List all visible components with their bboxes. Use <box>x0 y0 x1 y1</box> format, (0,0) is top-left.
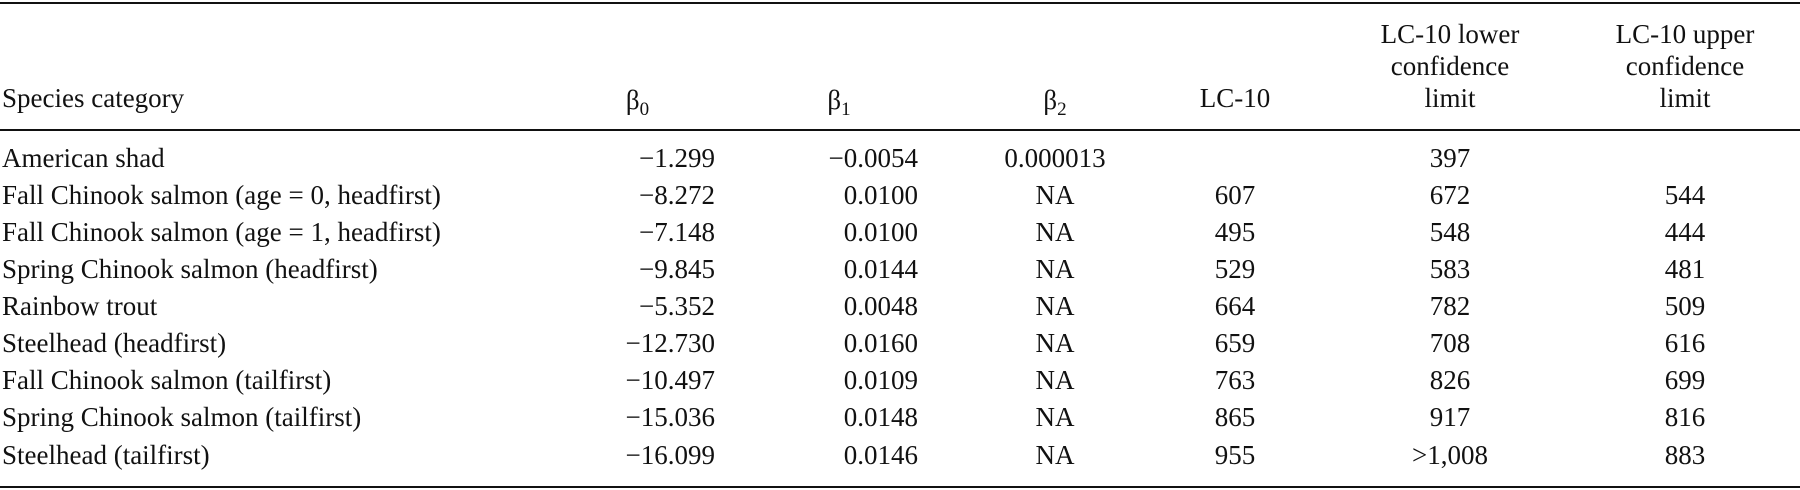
table-bottom-rule <box>0 486 1800 488</box>
cell-lc10-lower: >1,008 <box>1412 440 1488 470</box>
cell-beta0: −12.730 <box>625 328 715 358</box>
cell-lc10: 865 <box>1214 402 1256 432</box>
cell-species: Fall Chinook salmon (tailfirst) <box>2 365 332 395</box>
cell-lc10-upper: 481 <box>1664 254 1706 284</box>
cell-lc10-lower: 782 <box>1429 291 1471 321</box>
cell-lc10: 529 <box>1214 254 1256 284</box>
cell-beta0: −1.299 <box>639 143 715 173</box>
cell-beta0: −7.148 <box>639 217 715 247</box>
header-lc10-upper-line-3: limit <box>1659 83 1711 113</box>
cell-beta1: 0.0160 <box>843 328 918 358</box>
cell-species: Fall Chinook salmon (age = 0, headfirst) <box>2 180 441 210</box>
cell-lc10-upper: 509 <box>1664 291 1706 321</box>
header-lc10: LC-10 <box>1160 82 1310 114</box>
cell-lc10-lower: 672 <box>1429 180 1471 210</box>
cell-beta1: 0.0144 <box>843 254 918 284</box>
cell-beta1: 0.0148 <box>843 402 918 432</box>
cell-lc10: 955 <box>1214 440 1256 470</box>
cell-lc10-lower: 826 <box>1429 365 1471 395</box>
header-species: Species category <box>2 82 184 114</box>
cell-species: Steelhead (headfirst) <box>2 328 227 358</box>
header-lc10-upper-line-2: confidence <box>1625 51 1745 81</box>
table-top-rule <box>0 2 1800 4</box>
cell-beta0: −10.497 <box>625 365 715 395</box>
cell-species: Rainbow trout <box>2 291 158 321</box>
cell-lc10-upper: 816 <box>1664 402 1706 432</box>
cell-lc10-upper: 616 <box>1664 328 1706 358</box>
header-beta1: β1 <box>760 84 918 126</box>
cell-beta0: −15.036 <box>625 402 715 432</box>
cell-lc10-lower: 917 <box>1429 402 1471 432</box>
cell-beta1: 0.0048 <box>843 291 918 321</box>
cell-beta2: NA <box>1035 180 1075 210</box>
cell-species: American shad <box>2 143 165 173</box>
cell-beta1: 0.0100 <box>843 217 918 247</box>
header-beta0-symbol: β <box>625 85 640 115</box>
header-beta1-symbol: β <box>827 85 842 115</box>
cell-lc10: 659 <box>1214 328 1256 358</box>
cell-lc10-upper: 444 <box>1664 217 1706 247</box>
cell-species: Fall Chinook salmon (age = 1, headfirst) <box>2 217 441 247</box>
cell-lc10: 495 <box>1214 217 1256 247</box>
cell-beta1: 0.0109 <box>843 365 918 395</box>
header-beta0-subscript: 0 <box>639 99 650 120</box>
cell-lc10-upper: 699 <box>1664 365 1706 395</box>
cell-lc10-lower: 708 <box>1429 328 1471 358</box>
header-lc10-lower-line-2: confidence <box>1390 51 1510 81</box>
cell-beta1: 0.0146 <box>843 440 918 470</box>
cell-beta2: 0.000013 <box>1004 143 1106 173</box>
header-lc10-lower-line-3: limit <box>1424 83 1476 113</box>
cell-lc10: 664 <box>1214 291 1256 321</box>
cell-lc10: 763 <box>1214 365 1256 395</box>
header-lc10-label: LC-10 <box>1199 83 1271 113</box>
cell-species: Spring Chinook salmon (headfirst) <box>2 254 378 284</box>
cell-lc10-lower: 397 <box>1429 143 1471 173</box>
cell-species: Steelhead (tailfirst) <box>2 440 210 470</box>
cell-beta0: −8.272 <box>639 180 715 210</box>
cell-beta1: 0.0100 <box>843 180 918 210</box>
cell-beta0: −16.099 <box>625 440 715 470</box>
cell-lc10-upper: 883 <box>1664 440 1706 470</box>
header-beta0: β0 <box>560 84 715 126</box>
cell-species: Spring Chinook salmon (tailfirst) <box>2 402 362 432</box>
cell-beta1: −0.0054 <box>828 143 918 173</box>
cell-lc10-upper: 544 <box>1664 180 1706 210</box>
cell-beta2: NA <box>1035 217 1075 247</box>
cell-beta2: NA <box>1035 365 1075 395</box>
cell-lc10-lower: 583 <box>1429 254 1471 284</box>
header-lc10-lower-line-1: LC-10 lower <box>1380 19 1520 49</box>
header-lc10-lower: LC-10 lower confidence limit <box>1345 18 1555 114</box>
cell-beta0: −9.845 <box>639 254 715 284</box>
header-beta1-subscript: 1 <box>841 99 851 120</box>
header-beta2-symbol: β <box>1043 85 1058 115</box>
header-beta2-subscript: 2 <box>1057 99 1067 120</box>
table-header-rule <box>0 129 1800 131</box>
header-species-label: Species category <box>2 83 185 113</box>
header-beta2: β2 <box>955 84 1155 126</box>
cell-lc10: 607 <box>1214 180 1256 210</box>
cell-beta2: NA <box>1035 254 1075 284</box>
header-lc10-upper-line-1: LC-10 upper <box>1615 19 1755 49</box>
cell-beta2: NA <box>1035 328 1075 358</box>
cell-beta2: NA <box>1035 402 1075 432</box>
cell-beta0: −5.352 <box>639 291 715 321</box>
header-lc10-upper: LC-10 upper confidence limit <box>1585 18 1785 114</box>
cell-beta2: NA <box>1035 291 1075 321</box>
cell-beta2: NA <box>1035 440 1075 470</box>
cell-lc10-lower: 548 <box>1429 217 1471 247</box>
